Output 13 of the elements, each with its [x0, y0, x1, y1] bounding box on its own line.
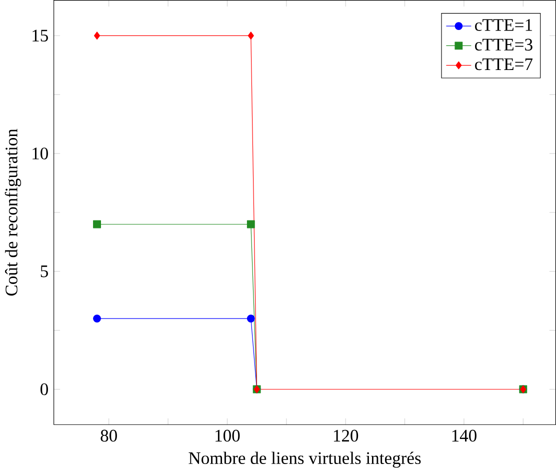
x-axis-title: Nombre de liens virtuels integrés — [188, 452, 421, 468]
y-axis-title: Coût de reconfiguration — [4, 129, 22, 296]
y-tick-label: 5 — [40, 266, 48, 278]
legend-label: cTTE=3 — [475, 39, 532, 51]
y-tick-label: 15 — [32, 30, 48, 42]
x-tick-label: 80 — [100, 430, 117, 442]
y-tick-label: 10 — [32, 148, 48, 160]
legend-label: cTTE=1 — [475, 19, 532, 32]
y-tick-label: 0 — [40, 384, 48, 396]
legend-label: cTTE=7 — [475, 58, 533, 70]
x-tick-label: 100 — [216, 430, 240, 442]
x-tick-label: 120 — [334, 430, 358, 442]
x-tick-label: 140 — [452, 430, 476, 442]
